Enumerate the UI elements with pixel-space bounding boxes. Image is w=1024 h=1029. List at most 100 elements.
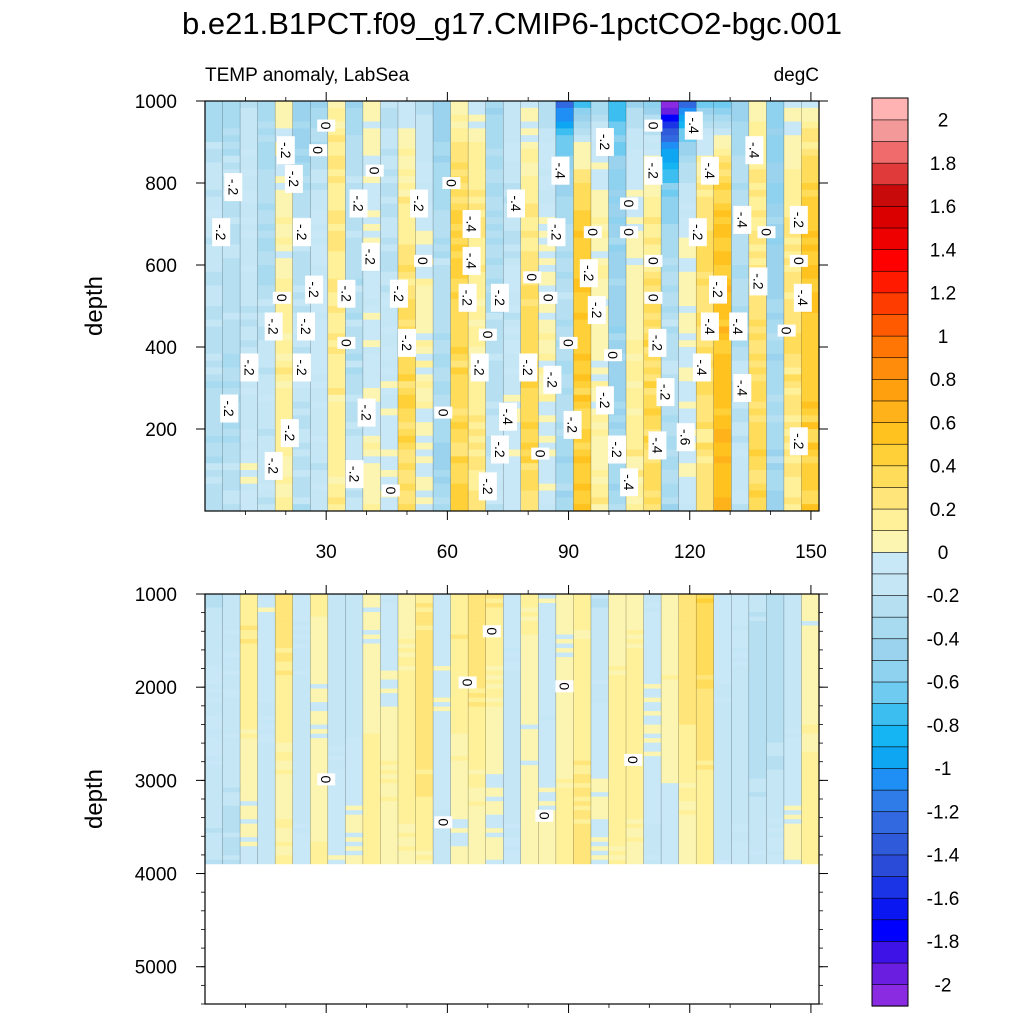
field-cell: [608, 101, 627, 109]
field-cell: [643, 819, 662, 825]
field-cell: [643, 648, 662, 654]
field-cell: [222, 670, 241, 676]
field-cell: [275, 666, 294, 672]
field-cell: [801, 128, 819, 136]
field-cell: [485, 107, 504, 116]
contour-label-box: [648, 328, 667, 357]
field-cell: [538, 778, 557, 784]
field-cell: [327, 435, 346, 444]
field-cell: [748, 765, 767, 771]
field-cell: [626, 846, 645, 852]
field-cell: [450, 805, 469, 811]
field-cell: [310, 823, 329, 829]
field-cell: [415, 353, 434, 362]
field-cell: [573, 148, 592, 157]
field-cell: [292, 265, 311, 273]
field-cell: [292, 720, 311, 726]
field-cell: [608, 135, 627, 143]
field-cell: [397, 787, 417, 793]
field-cell: [327, 823, 346, 829]
field-cell: [362, 639, 382, 645]
field-cell: [538, 476, 557, 485]
field-cell: [310, 306, 329, 314]
field-cell: [643, 837, 662, 843]
field-cell: [661, 415, 680, 423]
field-cell: [520, 135, 539, 143]
field-cell: [380, 769, 399, 775]
field-cell: [397, 832, 417, 838]
field-cell: [661, 706, 680, 712]
field-cell: [731, 299, 750, 307]
y-tick-label: 2000: [135, 678, 177, 699]
field-cell: [433, 616, 452, 622]
field-cell: [397, 101, 417, 109]
field-cell: [590, 285, 610, 293]
field-cell: [450, 435, 469, 444]
field-cell: [766, 796, 785, 802]
field-cell: [468, 415, 487, 423]
field-cell: [397, 639, 417, 645]
field-cell: [503, 456, 522, 464]
field-cell: [643, 394, 662, 403]
colorbar-swatch: [871, 854, 909, 877]
field-cell: [608, 271, 627, 280]
field-cell: [485, 706, 504, 712]
field-cell: [766, 114, 785, 123]
field-cell: [783, 367, 803, 375]
field-cell: [205, 598, 224, 604]
field-cell: [731, 801, 750, 807]
field-cell: [292, 846, 311, 852]
field-cell: [327, 702, 346, 708]
field-cell: [520, 603, 539, 609]
field-cell: [327, 729, 346, 735]
field-cell: [713, 504, 732, 511]
field-cell: [590, 189, 610, 198]
field-cell: [450, 688, 469, 694]
lower-panel-ylabel: depth: [81, 769, 108, 829]
field-cell: [678, 230, 697, 239]
field-cell: [555, 128, 574, 136]
field-cell: [345, 688, 364, 694]
field-cell: [310, 814, 329, 820]
field-cell: [450, 846, 469, 852]
field-cell: [678, 258, 697, 266]
field-cell: [485, 769, 504, 775]
field-cell: [801, 449, 819, 457]
field-cell: [766, 756, 785, 762]
field-cell: [608, 648, 627, 654]
field-cell: [801, 347, 819, 355]
contour-label-text: -.2: [565, 417, 581, 434]
field-cell: [661, 594, 680, 600]
field-cell: [450, 162, 469, 170]
field-cell: [766, 679, 785, 685]
field-cell: [608, 823, 627, 829]
contour-label-text: -.2: [298, 318, 314, 335]
field-cell: [503, 176, 522, 184]
field-cell: [783, 374, 803, 382]
field-cell: [538, 203, 557, 211]
field-cell: [222, 155, 241, 164]
field-cell: [713, 148, 732, 157]
field-cell: [345, 796, 364, 802]
field-cell: [661, 724, 680, 730]
field-cell: [538, 155, 557, 164]
contour-label-box: [757, 226, 776, 239]
field-cell: [397, 801, 417, 807]
contour-label: -.2: [595, 386, 614, 415]
field-cell: [555, 859, 574, 865]
field-cell: [450, 367, 469, 375]
field-cell: [485, 388, 504, 396]
colorbar-tick-label: -0.8: [927, 716, 960, 737]
colorbar-swatch: [871, 919, 909, 942]
field-cell: [415, 805, 434, 811]
contour-label-text: -.4: [464, 216, 480, 233]
field-cell: [240, 142, 259, 150]
field-cell: [678, 724, 697, 730]
field-cell: [485, 702, 504, 708]
field-cell: [257, 801, 276, 807]
field-cell: [538, 121, 557, 129]
field-cell: [590, 756, 610, 762]
field-cell: [415, 787, 434, 793]
field-cell: [310, 841, 329, 847]
contour-label: 0: [434, 406, 453, 419]
